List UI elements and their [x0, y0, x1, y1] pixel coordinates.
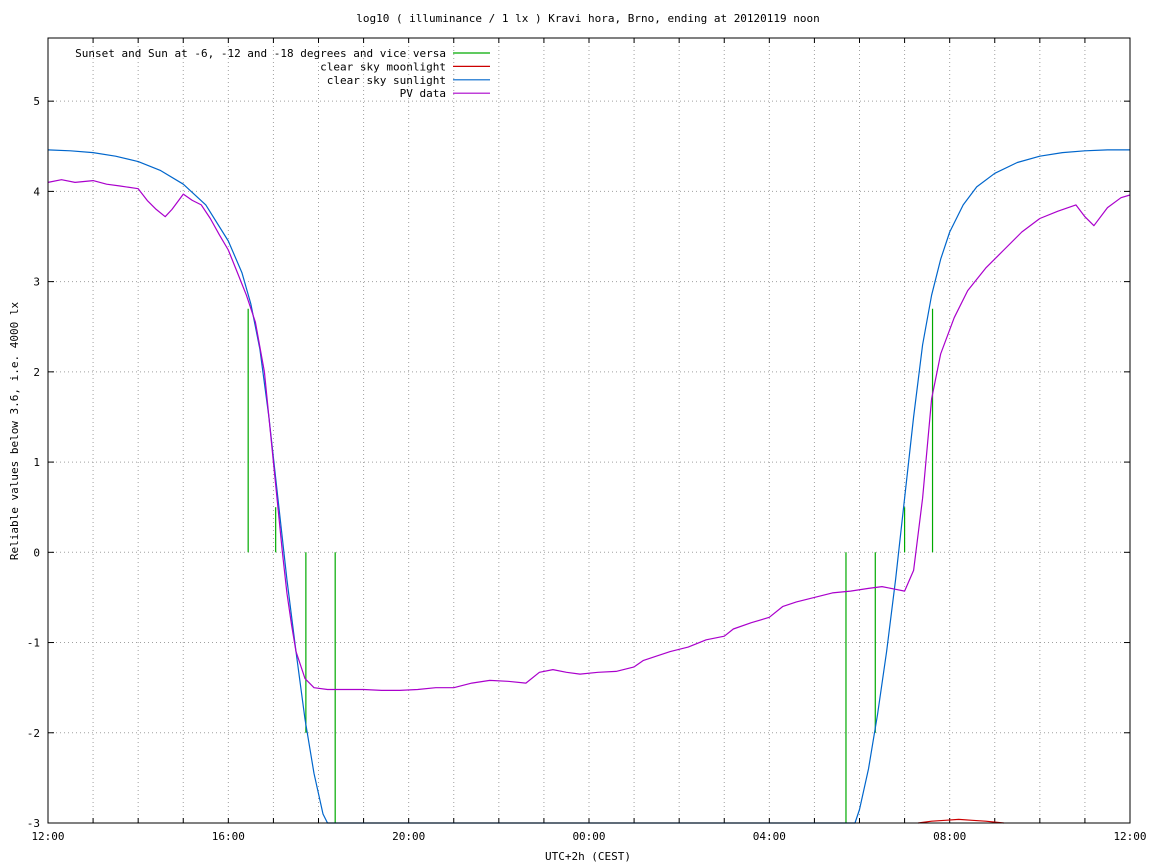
- axis-ticks: 12:00 16:00 20:00 00:00 04:00 08:00 12:00-3-2-…: [27, 38, 1147, 843]
- y-tick-label: 3: [33, 276, 40, 289]
- series-line-3: [47, 179, 1131, 692]
- y-tick-label: -2: [27, 727, 40, 740]
- y-tick-label: 1: [33, 456, 40, 469]
- chart-title: log10 ( illuminance / 1 lx ) Kravi hora,…: [356, 12, 820, 25]
- x-tick-label: 08:00: [933, 830, 966, 843]
- x-tick-label: 16:00: [212, 830, 245, 843]
- series-line-1: [918, 818, 1004, 824]
- legend: Sunset and Sun at -6, -12 and -18 degree…: [75, 47, 490, 100]
- y-tick-label: 4: [33, 185, 40, 198]
- y-tick-label: -3: [27, 817, 40, 830]
- legend-label: clear sky sunlight: [327, 74, 446, 87]
- x-tick-label: 04:00: [753, 830, 786, 843]
- plot-frame: [47, 37, 1131, 824]
- grid-lines: [48, 38, 1130, 823]
- y-tick-label: 0: [33, 546, 40, 559]
- legend-label: clear sky moonlight: [320, 60, 446, 73]
- x-tick-label: 20:00: [392, 830, 425, 843]
- y-tick-label: 2: [33, 366, 40, 379]
- y-axis-label: Reliable values below 3.6, i.e. 4000 lx: [8, 301, 21, 560]
- x-tick-label: 12:00: [1113, 830, 1146, 843]
- x-tick-label: 00:00: [572, 830, 605, 843]
- legend-label: PV data: [400, 87, 446, 100]
- legend-label: Sunset and Sun at -6, -12 and -18 degree…: [75, 47, 446, 60]
- x-tick-label: 12:00: [31, 830, 64, 843]
- y-tick-label: -1: [27, 637, 40, 650]
- x-axis-label: UTC+2h (CEST): [545, 850, 631, 863]
- y-tick-label: 5: [33, 95, 40, 108]
